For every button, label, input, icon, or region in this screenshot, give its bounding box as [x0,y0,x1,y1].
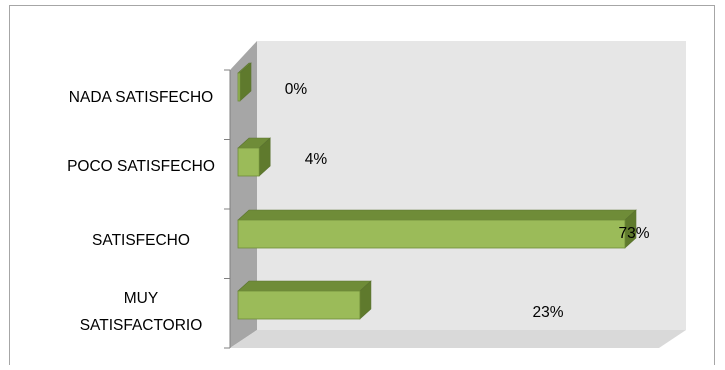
data-label: 0% [285,81,308,98]
plot-back-wall [257,41,686,330]
bar-poco-satisfecho [237,137,271,177]
data-label: 4% [305,151,328,168]
data-label: 23% [532,304,563,321]
bar-series [237,62,637,320]
category-label: MUY [124,290,158,307]
plot-side-wall [230,41,257,348]
category-labels: NADA SATISFECHO POCO SATISFECHO SATISFECHO… [67,89,215,334]
category-label: SATISFACTORIO [80,317,203,334]
category-axis-ticks [224,69,230,349]
bar-front-face [237,72,241,102]
bar-front-face [237,290,361,320]
data-labels: 0% 4% 73% 23% [285,81,650,321]
data-label: 73% [618,225,649,242]
bar-muy-satisfactorio [237,280,372,320]
category-label: SATISFECHO [92,232,190,249]
plot-floor [230,330,686,348]
bar-front-face [237,219,626,249]
bar-front-face [237,147,260,177]
bar-top-face [237,209,637,221]
category-label: POCO SATISFECHO [67,158,215,175]
bar-top-face [237,280,372,292]
bar-nada-satisfecho [237,62,252,102]
bar-satisfecho [237,209,637,249]
category-label: NADA SATISFECHO [69,89,213,106]
